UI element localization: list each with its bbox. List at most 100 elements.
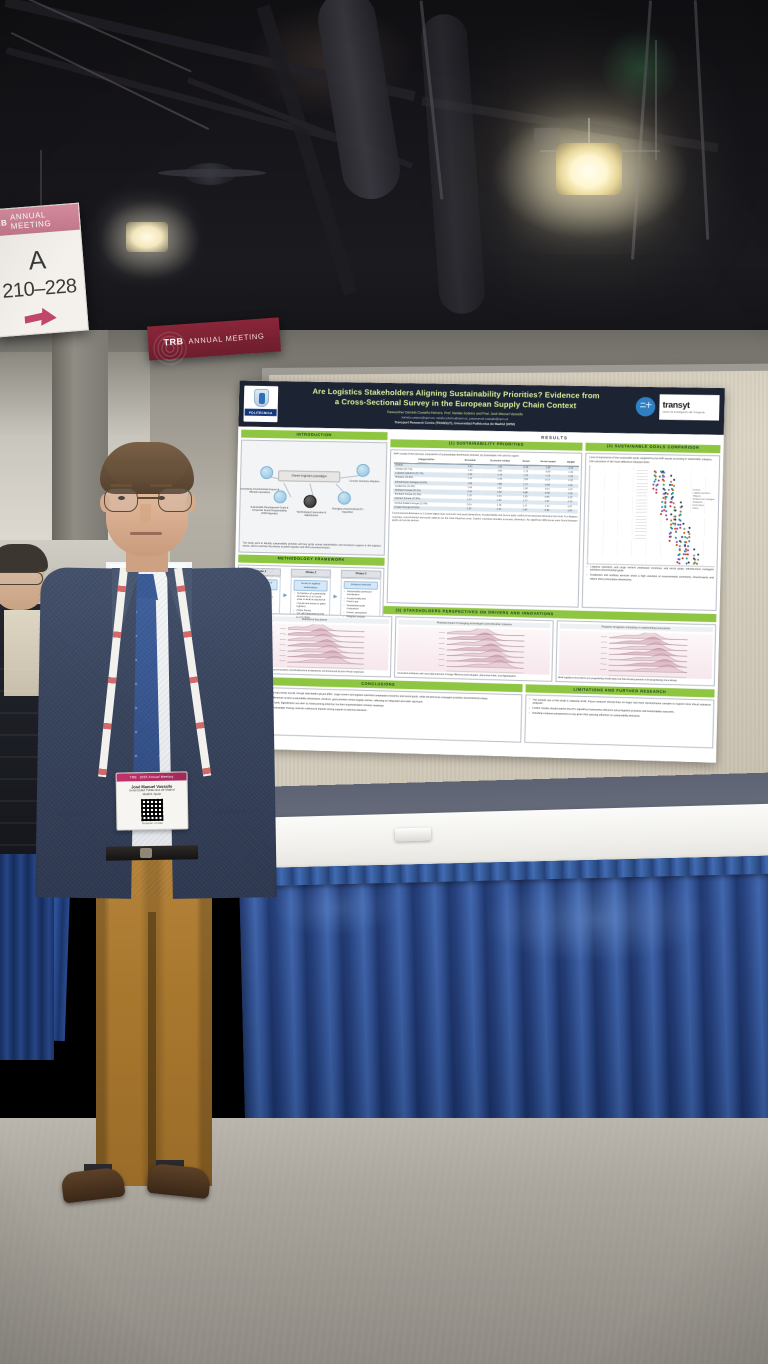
diagram-node-label: Circular economy adoption xyxy=(349,479,380,484)
section-header-result-2: (2) SUSTAINABLE GOALS COMPARISON xyxy=(585,442,721,453)
presenter-nose xyxy=(140,504,151,524)
ceiling-conduit xyxy=(655,40,657,160)
dotplot-point xyxy=(660,509,663,512)
glasses-bridge xyxy=(138,497,158,499)
aisle-sign-range: 210–228 xyxy=(1,275,78,303)
ridgeline-row-label: ——— xyxy=(280,644,286,646)
poster-header-logos: 二十 transyt Centro de Investigación del T… xyxy=(635,394,720,421)
ridgeline-axis xyxy=(447,671,524,673)
diagram-center-node: Green logistics paradigm xyxy=(278,470,341,483)
conference-badge: TRB 2025 Annual Meeting José Manuel Vass… xyxy=(115,771,189,831)
presenter-mouth xyxy=(130,532,162,535)
diagram-node-tech xyxy=(303,494,317,509)
wall-column xyxy=(52,330,108,560)
result-3-section: (3) STAKEHOLDERS PERSPECTIVES ON DRIVERS… xyxy=(235,602,717,687)
presenter-shoe-left xyxy=(60,1166,126,1204)
ridgeline-row-label: ——— xyxy=(600,668,606,670)
ridgeline-axis xyxy=(287,666,363,668)
dotplot-point xyxy=(655,488,658,491)
dotplot-point xyxy=(680,505,683,508)
dotplot-point xyxy=(669,526,672,529)
poster-body: INTRODUCTION Increasing environmental im… xyxy=(230,426,724,763)
dotplot-point xyxy=(676,527,679,530)
ceiling-green-glow xyxy=(600,28,680,108)
diagram-node-regulation xyxy=(337,491,351,505)
dotplot-legend-item: Others xyxy=(692,507,699,510)
phase-item: 114 valid responses across EU-27 (2024) xyxy=(293,613,326,620)
ridgeline-row-label: ——— xyxy=(280,638,286,640)
dotplot-point xyxy=(677,518,681,521)
dotplot-point xyxy=(664,492,667,495)
ridgeline-row-label: ——— xyxy=(280,633,286,635)
presenter-belt-buckle xyxy=(140,848,152,858)
dotplot-point xyxy=(675,540,678,543)
dotplot-point xyxy=(672,484,675,487)
transyt-logo-subtitle: Centro de Investigación del Transporte xyxy=(662,410,705,414)
table-object xyxy=(394,827,432,842)
ridgeline-density xyxy=(288,638,364,647)
ridgeline-row-label: ——— xyxy=(439,642,445,644)
dotplot-point xyxy=(655,484,658,487)
glasses-lens-right xyxy=(158,488,192,512)
transyt-logo: transyt Centro de Investigación del Tran… xyxy=(659,394,720,421)
table-cell: 4.03 xyxy=(561,509,578,514)
poster-header: POLITECNICA Are Logistics Stakeholders A… xyxy=(238,380,725,435)
aisle-sign: TRB ANNUAL MEETING A 210–228 xyxy=(0,202,89,338)
ridgeline-svg: ——— ——— ——— ——— ——— ——— ——— xyxy=(279,622,390,670)
upm-shield-icon xyxy=(253,388,269,408)
ridgeline-row-label: ——— xyxy=(280,655,286,657)
phase-item: Sustainability dimension prioritisation xyxy=(344,591,377,598)
ceiling-fan-icon xyxy=(158,163,266,185)
presenter-eye-left xyxy=(118,496,125,500)
dotplot-point xyxy=(685,540,688,543)
badge-trb-mark: TRB xyxy=(129,775,137,780)
dotplot-point xyxy=(668,483,671,486)
ridgeline-plot: ——— ——— ——— ——— ——— ——— ——— xyxy=(397,626,551,675)
glasses-lens-left xyxy=(104,488,138,512)
dotplot-point xyxy=(684,549,687,552)
phase-chip: Statistical methods xyxy=(344,580,378,590)
dotplot-point xyxy=(667,488,670,492)
ridgeline-svg: ——— ——— ——— ——— ——— ——— ——— xyxy=(439,626,550,674)
presenter-glasses xyxy=(102,488,194,512)
transyt-logo-name: transyt xyxy=(662,399,690,411)
upm-logo: POLITECNICA xyxy=(243,385,279,423)
dotplot-point xyxy=(685,557,688,560)
dotplot-point xyxy=(671,488,675,491)
arrow-right-icon xyxy=(24,308,59,327)
presenter-eye-right xyxy=(158,496,165,500)
ridgeline-panel: Progress of logistics companies in imple… xyxy=(554,620,717,687)
methodology-phase: Phase 3 Statistical methods Sustainabili… xyxy=(340,569,381,626)
limitations-column: LIMITATIONS AND FURTHER RESEARCH The sam… xyxy=(524,684,715,749)
dotplot-point xyxy=(678,549,681,552)
dotplot-point xyxy=(677,523,680,526)
badge-org-line-2: Madrid, Spain xyxy=(142,791,162,797)
badge-meeting-label: 2025 Annual Meeting xyxy=(139,774,174,780)
dotplot-point xyxy=(661,500,664,503)
aisle-sign-header: TRB ANNUAL MEETING xyxy=(0,203,80,237)
table-cell: 0.38 xyxy=(531,508,562,514)
ridgeline-plot: ——— ——— ——— ——— ——— ——— ——— xyxy=(558,630,713,679)
ceiling-duct xyxy=(313,0,405,204)
ridgeline-row-label: ——— xyxy=(601,636,607,638)
dotplot-point xyxy=(679,523,682,526)
dotplot-point xyxy=(686,536,689,539)
qr-code-icon xyxy=(140,798,164,821)
dotplot-point xyxy=(664,497,667,500)
presenter-trouser-shading xyxy=(96,856,212,1186)
ridgeline-row-label: ——— xyxy=(279,660,285,662)
presenter-trouser-seam xyxy=(148,912,156,1188)
ceiling-beam xyxy=(5,46,375,153)
ridgeline-row-label: ——— xyxy=(601,647,607,649)
phase-item-list: Sustainability dimension prioritisation … xyxy=(343,591,377,621)
ridgeline-density xyxy=(288,633,364,642)
zt-logo-icon: 二十 xyxy=(635,396,656,417)
ridgeline-row-label: ——— xyxy=(439,664,445,666)
ridgeline-panel: Potential of key drivers ——— ——— ——— ——— ———… xyxy=(235,612,393,678)
limitations-list: The sample size of the study is relative… xyxy=(524,694,715,749)
ridgeline-density xyxy=(288,622,364,631)
dotplot-point xyxy=(669,522,672,526)
ridgeline-row-label: ——— xyxy=(440,632,446,634)
table-cell: 1.32 xyxy=(457,507,481,512)
